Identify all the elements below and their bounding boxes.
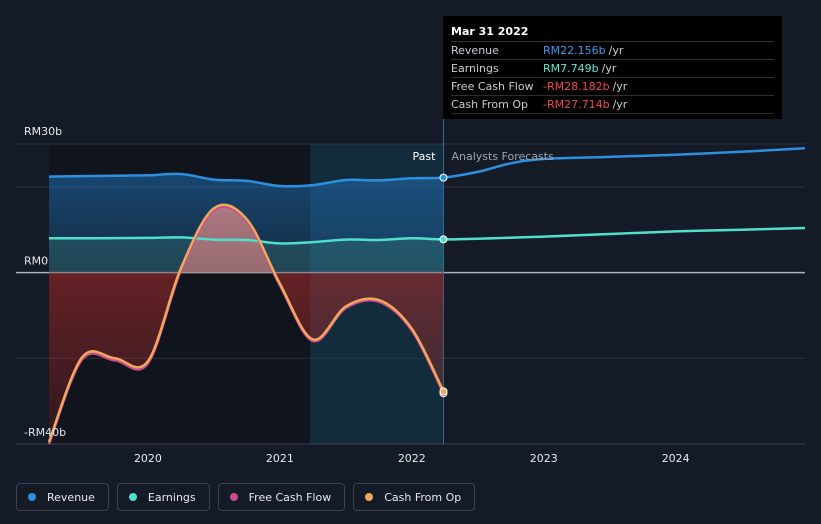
tooltip-unit: /yr: [608, 44, 624, 57]
legend-label: Earnings: [147, 490, 196, 504]
tooltip-value: RM7.749b: [543, 62, 599, 75]
legend-item-revenue[interactable]: Revenue: [16, 483, 109, 511]
legend: Revenue Earnings Free Cash Flow Cash Fro…: [16, 483, 476, 511]
tooltip-label: Cash From Op: [451, 98, 529, 111]
legend-label: Cash From Op: [384, 490, 462, 504]
tooltip-label: Earnings: [451, 62, 499, 75]
x-tick-label: 2021: [266, 452, 294, 465]
past-label: Past: [413, 150, 437, 163]
series-areas: [48, 173, 444, 442]
legend-label: Free Cash Flow: [248, 490, 332, 504]
legend-item-free-cash-flow[interactable]: Free Cash Flow: [217, 483, 346, 511]
legend-item-earnings[interactable]: Earnings: [116, 483, 210, 511]
legend-dot-icon: [365, 493, 374, 501]
tooltip-label: Free Cash Flow: [451, 80, 534, 93]
x-tick-label: 2023: [530, 452, 558, 465]
tooltip-row-revenue: Revenue RM22.156b /yr: [451, 42, 774, 60]
series-lines: [47, 147, 806, 445]
tooltip-row-cash-from-op: Cash From Op -RM27.714b /yr: [451, 96, 774, 114]
tooltip-unit: /yr: [612, 98, 628, 111]
legend-dot-icon: [128, 493, 137, 501]
y-tick-label: -RM40b: [24, 426, 66, 439]
tooltip-row-free-cash-flow: Free Cash Flow -RM28.182b /yr: [451, 78, 774, 96]
tooltip-value: RM22.156b: [543, 44, 606, 57]
tooltip-unit: /yr: [601, 62, 617, 75]
legend-dot-icon: [229, 493, 238, 501]
tooltip-unit: /yr: [612, 80, 628, 93]
cash-from-op-marker: [439, 387, 448, 396]
x-tick-label: 2022: [398, 452, 426, 465]
legend-item-cash-from-op[interactable]: Cash From Op: [353, 483, 476, 511]
earnings-marker: [439, 235, 448, 244]
highlight-markers: [439, 173, 448, 398]
legend-label: Revenue: [47, 490, 95, 504]
tooltip-value: -RM28.182b: [543, 80, 610, 93]
revenue-marker: [439, 173, 448, 182]
cash-flow-positive-area: [48, 204, 444, 273]
y-tick-label: RM0: [24, 255, 48, 268]
x-tick-label: 2024: [662, 452, 690, 465]
legend-dot-icon: [28, 493, 36, 501]
tooltip-row-earnings: Earnings RM7.749b /yr: [451, 60, 774, 78]
tooltip-value: -RM27.714b: [543, 98, 610, 111]
tooltip-date: Mar 31 2022: [451, 22, 774, 42]
axis-labels: RM30b RM0 -RM40b 2020 2021 2022 2023 2024 Past An…: [24, 125, 690, 465]
cash-from-op-line: [47, 203, 445, 443]
earnings-line: [49, 226, 806, 245]
y-tick-label: RM30b: [24, 125, 62, 138]
tooltip: Mar 31 2022 Revenue RM22.156b /yr Earnin…: [443, 16, 782, 119]
cash-flow-negative-area: [48, 272, 444, 442]
revenue-line: [48, 147, 806, 188]
forecast-label: Analysts Forecasts: [451, 150, 554, 163]
x-tick-label: 2020: [134, 452, 162, 465]
tooltip-label: Revenue: [451, 44, 499, 57]
